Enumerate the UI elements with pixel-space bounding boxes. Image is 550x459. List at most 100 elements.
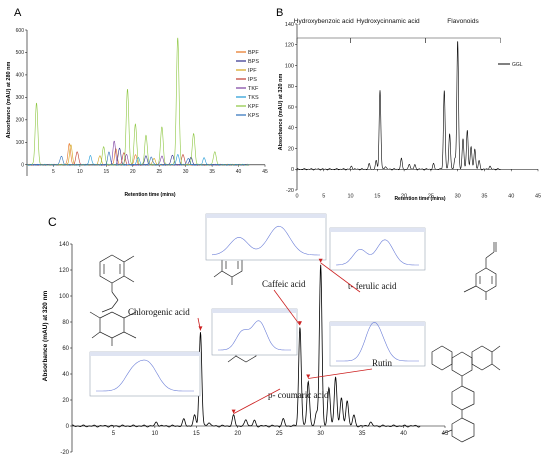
peak-annotation-label: Caffeic acid xyxy=(262,279,306,289)
panel-b-series-line xyxy=(296,41,501,171)
panel-c-y-tick-label: 80 xyxy=(62,320,69,326)
panel-a-legend-label: IPS xyxy=(248,77,257,83)
panel-a-x-tick-label: 15 xyxy=(104,169,110,175)
peak-annotation-label: t- ferulic acid xyxy=(348,281,397,291)
peak-annotation-arrowhead xyxy=(231,409,236,414)
panel-c-y-tick-label: 100 xyxy=(59,294,70,300)
panel-b-y-tick-label: 40 xyxy=(288,126,294,132)
uv-spectrum-curve xyxy=(336,321,419,362)
panel-b-x-tick-label: 40 xyxy=(508,194,514,200)
panel-a-x-tick-label: 20 xyxy=(130,169,136,175)
peak-annotation-arrow xyxy=(273,289,301,326)
panel-b-y-axis-title: Absorbance (mAU) at 320 nm xyxy=(278,74,284,151)
panel-a-y-tick-label: 200 xyxy=(16,118,25,124)
panel-a-x-tick-label: 25 xyxy=(156,169,162,175)
panel-c-y-tick-label: 20 xyxy=(62,398,69,404)
panel-a-label: A xyxy=(14,7,22,19)
panel-b-y-tick-label: 80 xyxy=(288,84,294,90)
panel-b-x-tick-label: 5 xyxy=(322,194,325,200)
panel-c-series-line xyxy=(71,264,421,428)
panel-c-y-tick-label: 60 xyxy=(62,346,69,352)
panel-a-legend-label: BPF xyxy=(248,50,259,56)
panel-c-x-tick-label: 45 xyxy=(442,431,449,437)
panel-c-x-tick-label: 15 xyxy=(193,431,200,437)
peak-annotation-arrowhead xyxy=(306,374,311,379)
peak-annotation-arrowhead xyxy=(297,321,302,326)
panel-a-x-tick-label: 30 xyxy=(183,169,189,175)
panel-a-y-tick-label: 400 xyxy=(16,73,25,79)
panel-b-y-tick-label: 100 xyxy=(285,63,294,69)
peak-annotation-arrowhead xyxy=(198,326,203,331)
panel-a-y-axis-title: Absorbance (mAU) at 280 nm xyxy=(6,62,12,139)
uv-spectrum-curve xyxy=(96,359,194,392)
panel-c-x-tick-label: 25 xyxy=(276,431,283,437)
panel-a-series-line xyxy=(26,37,250,166)
panel-b-y-tick-label: 20 xyxy=(288,146,294,152)
panel-a-legend-label: KPS xyxy=(248,113,259,119)
panel-a-x-tick-label: 10 xyxy=(77,169,83,175)
panel-a-y-tick-label: 0 xyxy=(21,163,24,169)
panel-a-legend-label: IPF xyxy=(248,68,257,74)
uv-spectrum-inset-titlebar xyxy=(212,309,297,313)
uv-spectrum-inset xyxy=(89,351,201,397)
uv-spectrum-curve xyxy=(335,239,419,266)
panel-a-legend-label: TKS xyxy=(248,95,259,101)
rutin-structure xyxy=(431,345,501,443)
panel-c-y-tick-label: 140 xyxy=(59,242,70,248)
panel-a-x-tick-label: 45 xyxy=(262,169,268,175)
ferulic-acid-structure xyxy=(463,242,497,300)
panel-b-y-tick-label: -20 xyxy=(286,188,294,194)
panel-b-x-tick-label: 0 xyxy=(295,194,298,200)
panel-c-chart: C Absorbance (mAU) at 320 nm xyxy=(42,213,501,456)
panel-a-series-line xyxy=(26,151,250,166)
panel-b-x-tick-label: 20 xyxy=(401,194,407,200)
panel-b-x-tick-label: 45 xyxy=(535,194,541,200)
panel-b-legend-label: GGL xyxy=(512,62,523,68)
panel-a-x-tick-label: 40 xyxy=(236,169,242,175)
panel-c-label: C xyxy=(48,215,57,229)
panel-c-y-tick-label: 40 xyxy=(62,372,69,378)
chlorogenic-acid-structure xyxy=(89,254,137,346)
panel-a-x-tick-label: 35 xyxy=(209,169,215,175)
panel-b-label: B xyxy=(276,7,283,19)
panel-b-region-label: Hydroxybenzoic acid xyxy=(294,18,354,25)
panel-b-x-tick-label: 30 xyxy=(455,194,461,200)
panel-c-y-tick-label: 120 xyxy=(59,268,70,274)
panel-a-y-tick-label: 500 xyxy=(16,50,25,56)
peak-annotation-label: Chlorogenic acid xyxy=(128,307,190,317)
panel-a-series-line xyxy=(26,140,250,166)
peak-annotation-arrow xyxy=(308,368,373,379)
panel-c-y-axis-title: Absorbance (mAU) at 320 nm xyxy=(42,290,49,381)
panel-a-legend-label: TKF xyxy=(248,86,259,92)
panel-b-region-label: Hydroxycinnamic acid xyxy=(356,18,420,25)
panel-a-chart: A Retention time (mins) Absorbance (mAU)… xyxy=(6,7,268,198)
panel-b-chart: B Retention time (mins) Absorbance (mAU)… xyxy=(276,7,541,202)
panel-b-y-tick-label: 120 xyxy=(285,43,294,49)
uv-spectrum-inset xyxy=(205,213,327,261)
peak-annotation-label: p- coumaric acid xyxy=(268,390,329,400)
uv-spectrum-curve xyxy=(211,225,320,256)
uv-spectrum-inset-titlebar xyxy=(206,214,326,218)
panel-c-x-tick-label: 5 xyxy=(112,431,116,437)
panel-b-y-tick-label: 0 xyxy=(291,167,294,173)
peak-annotation-arrow xyxy=(233,388,281,414)
uv-spectrum-inset-titlebar xyxy=(90,352,200,356)
panel-b-x-tick-label: 15 xyxy=(374,194,380,200)
uv-spectrum-inset xyxy=(211,308,298,356)
panel-a-legend-label: BPS xyxy=(248,59,259,65)
panel-b-y-tick-label: 140 xyxy=(285,22,294,28)
peak-annotation-arrowhead xyxy=(318,258,323,263)
panel-a-x-axis-title: Retention time (mins) xyxy=(124,192,175,198)
peak-annotation-arrow xyxy=(320,262,361,293)
uv-spectrum-inset-titlebar xyxy=(330,228,425,232)
panel-c-x-tick-label: 20 xyxy=(234,431,241,437)
panel-c-x-tick-label: 40 xyxy=(400,431,407,437)
panel-b-x-axis-title: Retention time (mins) xyxy=(394,196,445,202)
panel-b-x-tick-label: 10 xyxy=(347,194,353,200)
uv-spectrum-inset xyxy=(329,321,426,367)
panel-c-y-tick-label: 0 xyxy=(66,424,70,430)
uv-spectrum-inset-titlebar xyxy=(330,322,425,326)
uv-spectrum-curve xyxy=(218,320,291,351)
panel-a-y-tick-label: 600 xyxy=(16,28,25,34)
